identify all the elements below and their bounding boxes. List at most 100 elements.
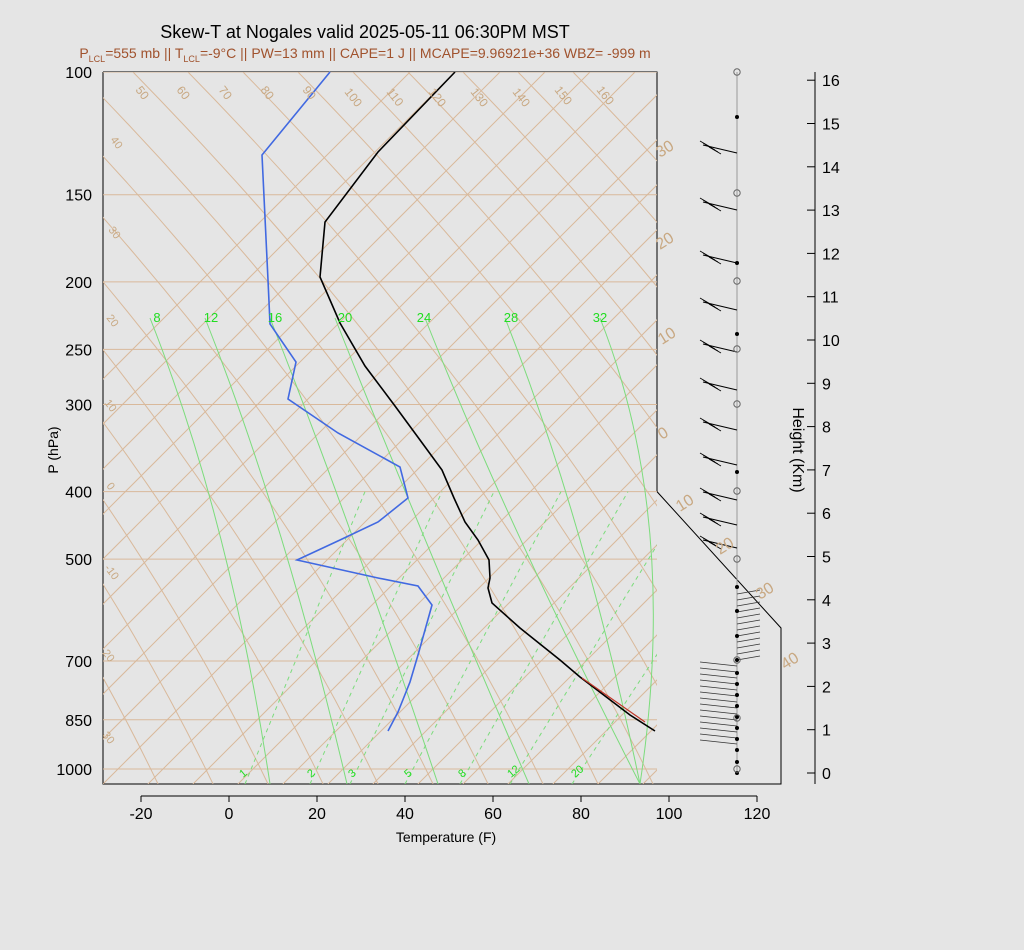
mixing-ratio-label: 12 <box>505 763 522 780</box>
dry-adiabat <box>242 72 657 592</box>
isotherm-label: 90 <box>300 83 319 102</box>
isotherm <box>417 544 657 784</box>
isotherm-label: 70 <box>216 83 235 102</box>
y-tick-label: 1000 <box>56 762 92 779</box>
wind-barb-low <box>699 697 738 703</box>
dry-adiabat <box>103 583 214 784</box>
dry-adiabat <box>517 72 657 223</box>
y-tick-label: 850 <box>65 713 92 730</box>
isotherm <box>192 319 657 784</box>
isotherm <box>103 72 591 560</box>
y-tick-label: 500 <box>65 552 92 569</box>
wind-barb-low <box>736 607 761 613</box>
wind-barb-low <box>699 673 738 679</box>
level-circle <box>733 656 741 664</box>
temperature-trace <box>319 71 656 732</box>
isotherm-label: 80 <box>258 83 277 102</box>
isotherm-label: 130 <box>468 85 492 110</box>
level-dot <box>735 609 739 613</box>
x-tick-label: 60 <box>484 806 502 823</box>
wind-barb-low <box>736 589 761 595</box>
plot-border <box>102 71 782 785</box>
x-tick-label: 80 <box>572 806 590 823</box>
level-dot <box>735 737 739 741</box>
level-dot <box>735 470 739 474</box>
level-circle <box>733 765 741 773</box>
wind-barb-flag <box>708 256 722 265</box>
isotherm <box>103 139 657 695</box>
isotherm <box>688 72 1024 784</box>
y-tick-label: 150 <box>65 188 92 205</box>
dry-adiabat <box>352 72 657 429</box>
isotherm <box>103 94 657 650</box>
wind-barb-low <box>699 691 738 697</box>
level-dot <box>735 585 739 589</box>
isotherm <box>103 72 501 470</box>
dry-adiabat-label: 30 <box>100 729 117 746</box>
dry-adiabat <box>407 72 657 356</box>
height-tick-label: 1 <box>822 723 831 740</box>
isotherm-label: 120 <box>426 85 450 110</box>
level-dot <box>735 726 739 730</box>
height-tick-label: 11 <box>822 290 839 307</box>
parcel-trace <box>581 677 646 723</box>
height-tick-label: 2 <box>822 679 831 696</box>
x-tick-label: 20 <box>308 806 326 823</box>
wind-barb-flag <box>708 518 722 527</box>
level-circle <box>733 487 741 495</box>
height-tick-label: 15 <box>822 117 840 134</box>
moist-adiabat-label: 32 <box>593 310 607 325</box>
isotherm <box>147 274 657 784</box>
dry-adiabat <box>297 72 657 507</box>
level-dot <box>735 332 739 336</box>
isotherm-label: 160 <box>594 83 618 108</box>
wind-barb-low <box>699 661 738 667</box>
moist-adiabat <box>269 317 439 784</box>
wind-barb-flag <box>708 383 722 392</box>
moist-adiabat <box>149 317 271 784</box>
moist-adiabat-label: 20 <box>338 310 352 325</box>
chart-title: Skew-T at Nogales valid 2025-05-11 06:30… <box>160 22 570 42</box>
isotherm-label: 100 <box>342 85 366 110</box>
level-dot <box>735 760 739 764</box>
isotherm-label-right: 0 <box>655 424 672 443</box>
isotherm <box>372 499 657 784</box>
y-tick-label: 300 <box>65 398 92 415</box>
x-tick-label: 120 <box>744 806 771 823</box>
wind-barb-low <box>699 727 738 733</box>
isotherm-label: 150 <box>552 83 576 108</box>
wind-barb-low <box>736 655 761 661</box>
dry-adiabat <box>0 72 48 784</box>
y-tick-label: 200 <box>65 275 92 292</box>
isotherm-label: 50 <box>133 83 152 102</box>
isotherm <box>462 589 657 784</box>
wind-barb-low <box>736 649 761 655</box>
level-dot <box>735 658 739 662</box>
isotherm-label: 60 <box>174 83 193 102</box>
plot-frame <box>102 71 782 785</box>
height-tick-label: 6 <box>822 506 831 523</box>
isotherm <box>868 72 1024 784</box>
wind-barb-flag <box>708 146 722 155</box>
height-tick-label: 4 <box>822 593 831 610</box>
wind-barb-low <box>699 685 738 691</box>
mixing-ratio-line <box>309 491 443 784</box>
level-dot <box>735 748 739 752</box>
wind-barb-low <box>699 709 738 715</box>
dry-adiabat-label: 0 <box>104 480 117 492</box>
wind-barb-flag <box>708 493 722 502</box>
height-tick-label: 13 <box>822 203 840 220</box>
level-dot <box>735 715 739 719</box>
sounding-traces <box>261 71 656 732</box>
moist-adiabat <box>504 317 641 784</box>
isotherm <box>237 364 657 784</box>
level-dot <box>735 704 739 708</box>
height-tick-label: 14 <box>822 160 840 177</box>
dry-adiabat-label: 30 <box>106 224 123 241</box>
isotherm <box>103 184 657 740</box>
height-tick-label: 0 <box>822 766 831 783</box>
wind-barb-low <box>736 631 761 637</box>
wind-barb-low <box>736 625 761 631</box>
isotherm <box>103 72 411 380</box>
isotherm <box>327 454 657 784</box>
